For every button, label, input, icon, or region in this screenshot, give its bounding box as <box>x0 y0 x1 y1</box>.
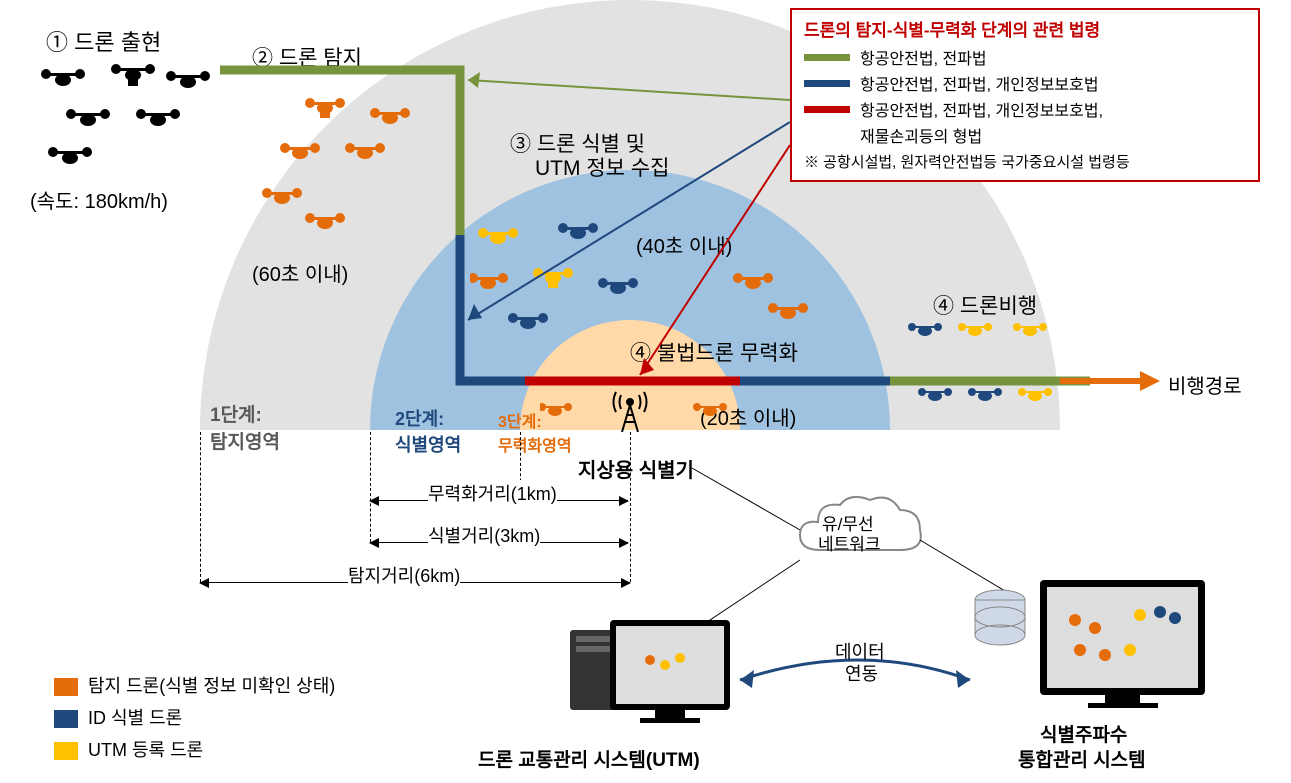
law-title: 드론의 탐지-식별-무력화 단계의 관련 법령 <box>804 16 1246 41</box>
step2-label: ② 드론 탐지 <box>252 42 362 72</box>
dist-identify-label: 식별거리(3km) <box>428 522 540 548</box>
leg-blue <box>804 80 850 87</box>
dist-detect-label: 탐지거리(6km) <box>348 562 460 588</box>
stage3-name: 무력화영역 <box>498 432 572 456</box>
freq-label2: 통합관리 시스템 <box>1018 745 1146 772</box>
swatch-blue <box>54 710 78 728</box>
law-green: 항공안전법, 전파법 <box>860 45 987 69</box>
identify-drones <box>470 220 820 340</box>
step4a-label: ④ 불법드론 무력화 <box>630 337 798 367</box>
law-red2: 재물손괴등의 형법 <box>860 123 982 147</box>
bl-yellow: UTM 등록 드론 <box>88 740 203 760</box>
stage2: 2단계: 식별영역 <box>395 405 461 457</box>
step4b-label: ④ 드론비행 <box>933 290 1037 320</box>
step3-l2: UTM 정보 수집 <box>535 152 669 182</box>
data-sync2: 연동 <box>845 660 878 686</box>
step1-swarm <box>28 55 218 175</box>
network-l2: 네트워크 <box>818 530 881 555</box>
dash-left <box>200 432 201 582</box>
anti-drone-diagram: ① 드론 출현 (속도: 180km/h) ② 드론 탐지 (60초 이내) <box>0 0 1291 783</box>
freq-label1: 식별주파수 <box>1040 720 1127 747</box>
leg-green <box>804 54 850 61</box>
flight-path-label: 비행경로 <box>1168 370 1242 399</box>
bl-blue: ID 식별 드론 <box>88 708 182 728</box>
law-red1: 항공안전법, 전파법, 개인정보보호법, <box>860 97 1103 121</box>
flight-drones <box>900 320 1060 420</box>
law-blue: 항공안전법, 전파법, 개인정보보호법 <box>860 71 1099 95</box>
freq-system <box>960 570 1220 725</box>
step1-label: ① 드론 출현 <box>46 25 161 57</box>
stage3-num: 3단계: <box>498 408 572 432</box>
stage1-num: 1단계: <box>210 400 280 427</box>
dash-mid1 <box>370 432 371 542</box>
dist-neutralize-label: 무력화거리(1km) <box>428 480 557 506</box>
stage2-num: 2단계: <box>395 405 461 431</box>
stage2-name: 식별영역 <box>395 431 461 457</box>
stage3: 3단계: 무력화영역 <box>498 408 572 456</box>
ground-reader: 지상용 식별기 <box>578 454 694 483</box>
tower-icon <box>606 382 654 434</box>
stage1-name: 탐지영역 <box>210 427 280 454</box>
bottom-legend: 탐지 드론(식별 정보 미확인 상태) ID 식별 드론 UTM 등록 드론 <box>54 672 335 768</box>
stage1: 1단계: 탐지영역 <box>210 400 280 454</box>
law-note: ※ 공항시설법, 원자력안전법등 국가중요시설 법령등 <box>804 151 1130 172</box>
step2-time: (60초 이내) <box>252 258 348 287</box>
orange-swarm <box>252 95 432 255</box>
utm-system <box>540 610 740 745</box>
step1-speed: (속도: 180km/h) <box>30 185 168 214</box>
utm-label: 드론 교통관리 시스템(UTM) <box>478 745 700 772</box>
bl-orange: 탐지 드론(식별 정보 미확인 상태) <box>88 676 335 696</box>
law-legend-box: 드론의 탐지-식별-무력화 단계의 관련 법령 항공안전법, 전파법 항공안전법… <box>790 8 1260 182</box>
leg-red <box>804 106 850 113</box>
swatch-yellow <box>54 742 78 760</box>
swatch-orange <box>54 678 78 696</box>
